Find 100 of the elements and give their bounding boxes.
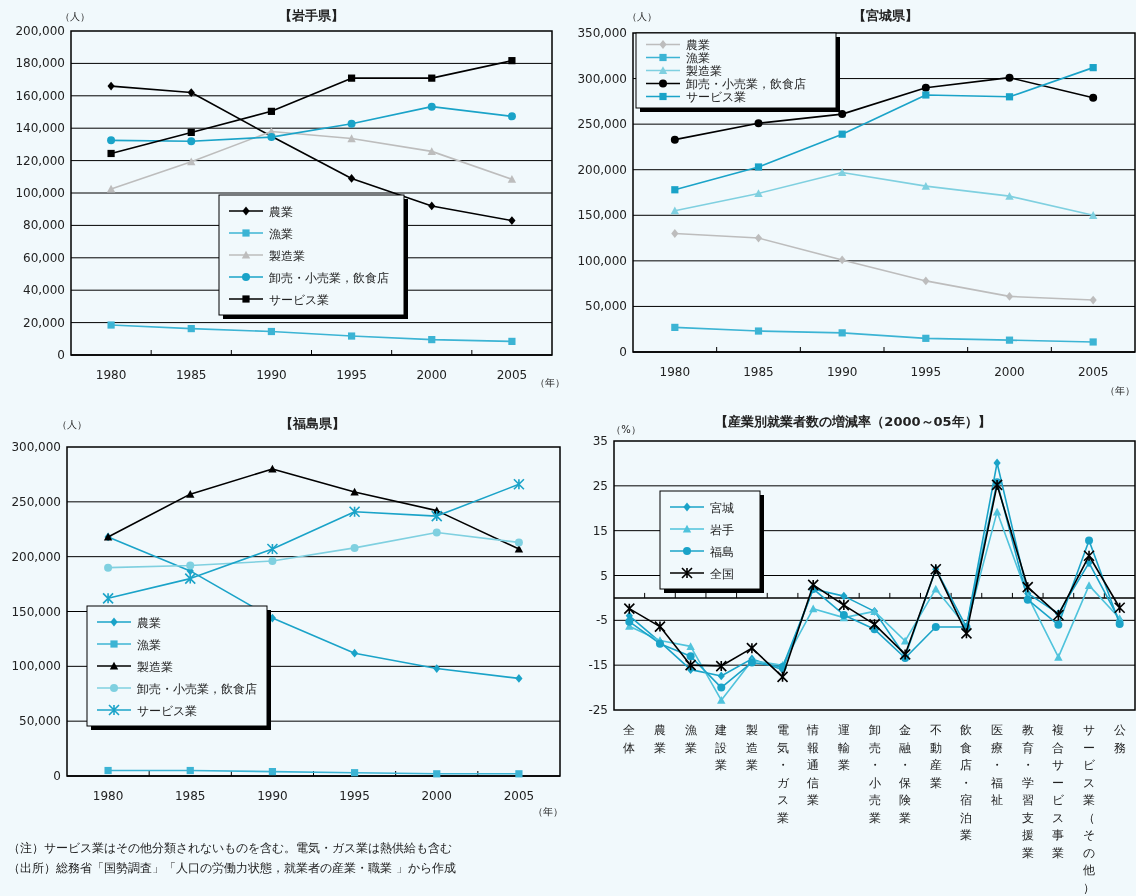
legend-label: サービス業 — [137, 703, 197, 718]
x-tick-label: 金融・保険業 — [899, 723, 912, 825]
legend-label: 製造業 — [686, 64, 722, 78]
x-tick-label: 1995 — [339, 789, 370, 803]
legend-label: 宮城 — [710, 500, 734, 515]
chart-title: 【岩手県】 — [278, 8, 344, 23]
y-tick-label: 200,000 — [11, 549, 61, 564]
legend-label: 卸売・小売業，飲食店 — [686, 77, 806, 91]
chart-title: 【宮城県】 — [852, 8, 918, 23]
text: （注）サービス業はその他分類されないものを含む。電気・ガス業は熱供給も含む — [8, 841, 452, 855]
y-tick-label: 300,000 — [11, 440, 61, 454]
x-axis-title: （年） — [533, 806, 563, 817]
y-tick-label: 180,000 — [15, 56, 65, 71]
y-tick-label: -25 — [588, 703, 608, 717]
y-tick-label: 40,000 — [23, 283, 65, 298]
x-tick-label: 1980 — [92, 789, 124, 803]
x-tick-label: 1985 — [174, 789, 206, 803]
y-tick-label: 160,000 — [15, 88, 65, 103]
legend-label: 福島 — [710, 544, 734, 559]
x-tick-label: 1985 — [743, 365, 774, 379]
y-tick-label: 50,000 — [585, 299, 627, 314]
x-tick-label: 1980 — [95, 368, 127, 382]
y-tick-label: 15 — [592, 523, 608, 538]
x-tick-label: 漁業 — [684, 723, 697, 755]
legend-label: 全国 — [710, 566, 734, 581]
x-tick-label: 1995 — [910, 365, 942, 379]
x-tick-label: 1990 — [826, 365, 858, 379]
y-axis-title: （人） — [57, 419, 87, 430]
legend-label: 岩手 — [710, 522, 734, 537]
y-tick-label: 60,000 — [23, 250, 65, 265]
x-tick-label: 1990 — [257, 789, 288, 803]
y-tick-label: 20,000 — [23, 315, 65, 330]
x-tick-label: 公務 — [1113, 723, 1126, 755]
legend-label: 製造業 — [137, 659, 173, 674]
x-tick-label: 2005 — [496, 368, 528, 382]
y-tick-label: 0 — [53, 769, 61, 783]
legend-label: サービス業 — [269, 292, 329, 307]
category-label: サービス業（その他） — [1083, 723, 1096, 895]
x-tick-label: 2005 — [503, 789, 535, 803]
y-tick-label: 0 — [619, 345, 627, 359]
legend-label: 漁業 — [686, 51, 710, 65]
legend-label: 漁業 — [137, 637, 161, 652]
x-tick-label: 飲食店・宿泊業 — [960, 723, 973, 842]
x-tick-label: 卸売・小売業 — [868, 723, 881, 825]
y-tick-label: 0 — [57, 348, 65, 362]
x-tick-label: 運輸業 — [837, 723, 850, 772]
y-axis-title: （%） — [611, 424, 641, 435]
legend-label: 卸売・小売業，飲食店 — [269, 270, 389, 285]
x-tick-label: 情報通信業 — [806, 723, 820, 807]
y-tick-label: 120,000 — [15, 153, 65, 168]
x-tick-label: 教育・学習支援業 — [1021, 723, 1034, 860]
x-tick-label: 2000 — [994, 365, 1025, 379]
y-tick-label: 100,000 — [577, 253, 627, 268]
x-tick-label: 電気・ガス業 — [776, 723, 790, 825]
y-tick-label: 250,000 — [577, 117, 627, 132]
legend-label: 農業 — [269, 204, 293, 219]
x-tick-label: 製造業 — [745, 723, 758, 772]
text: （出所）総務省「国勢調査」「人口の労働力状態，就業者の産業・職業 」から作成 — [8, 861, 456, 875]
y-tick-label: 150,000 — [11, 604, 61, 619]
legend-label: 農業 — [686, 38, 710, 52]
y-tick-label: 25 — [592, 478, 608, 493]
y-tick-label: 50,000 — [19, 714, 61, 729]
y-tick-label: 200,000 — [15, 24, 65, 38]
y-tick-label: 300,000 — [577, 71, 627, 86]
x-tick-label: 1990 — [256, 368, 287, 382]
x-tick-label: 農業 — [653, 723, 666, 755]
x-tick-label: 1985 — [175, 368, 207, 382]
x-tick-label: 2000 — [421, 789, 453, 803]
x-tick-label: 全体 — [623, 723, 636, 755]
chart-title: 【産業別就業者数の増減率（2000～05年）】 — [715, 414, 991, 429]
y-tick-label: 200,000 — [577, 162, 627, 177]
x-tick-label: 1980 — [659, 365, 691, 379]
x-axis-title: （年） — [535, 377, 565, 388]
y-tick-label: 150,000 — [577, 208, 627, 223]
x-tick-label: 1995 — [336, 368, 367, 382]
y-axis-title: （人） — [627, 11, 657, 22]
y-tick-label: 140,000 — [15, 121, 65, 136]
y-tick-label: -5 — [596, 613, 608, 628]
legend-label: サービス業 — [686, 90, 746, 104]
legend-label: 農業 — [137, 615, 161, 630]
x-axis-title: （年） — [1105, 385, 1135, 396]
chart-title: 【福島県】 — [279, 416, 345, 431]
legend-label: 製造業 — [269, 248, 305, 263]
y-tick-label: 100,000 — [15, 186, 65, 200]
legend-label: 卸売・小売業，飲食店 — [137, 681, 257, 696]
x-tick-label: 複合サービス事業 — [1052, 723, 1066, 860]
y-tick-label: 35 — [592, 434, 608, 448]
y-tick-label: 5 — [600, 568, 608, 583]
y-tick-label: 250,000 — [11, 494, 61, 509]
x-tick-label: 2005 — [1077, 365, 1109, 379]
y-tick-label: 80,000 — [23, 218, 65, 233]
y-tick-label: -15 — [588, 658, 608, 673]
y-tick-label: 350,000 — [577, 26, 627, 40]
x-tick-label: 2000 — [416, 368, 448, 382]
legend-label: 漁業 — [269, 226, 293, 241]
y-tick-label: 100,000 — [11, 659, 61, 674]
x-tick-label: 医療・福祉 — [991, 723, 1004, 807]
x-tick-label: 不動産業 — [929, 723, 942, 790]
x-tick-label: 建設業 — [714, 723, 728, 772]
y-axis-title: （人） — [60, 11, 90, 22]
